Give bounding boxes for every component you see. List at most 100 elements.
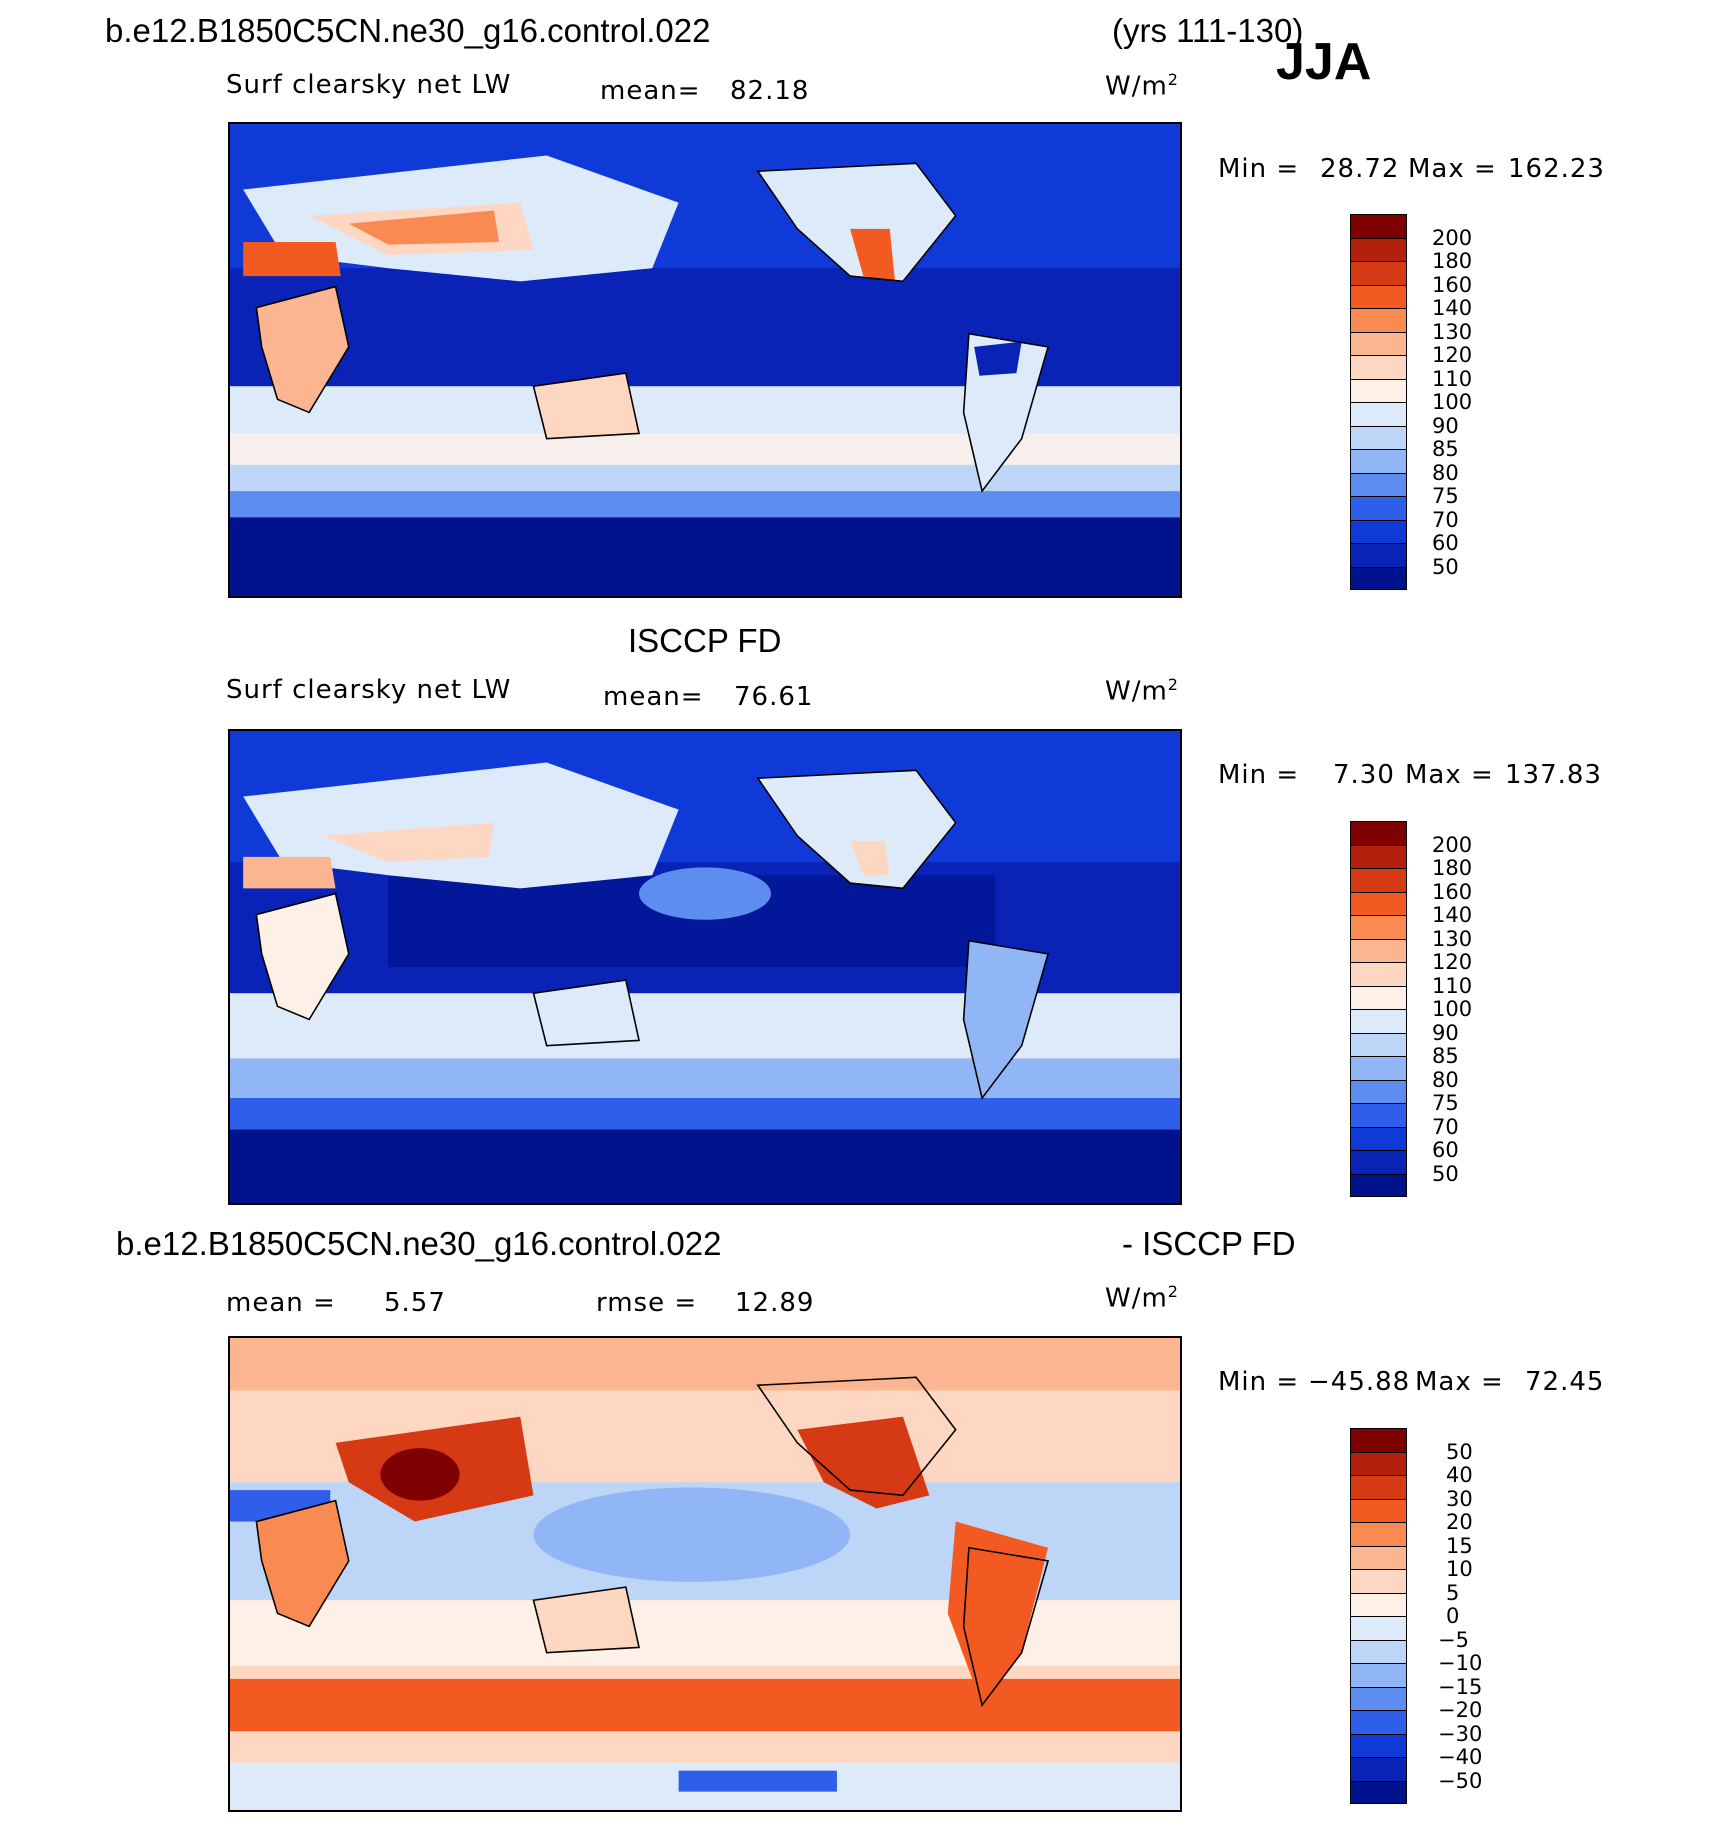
panel1-min-value: 28.72 <box>1320 154 1400 184</box>
colorbar-tick-label: −50 <box>1438 1768 1483 1793</box>
colorbar-tick-label: 180 <box>1432 856 1473 880</box>
panel1-max-value: 162.23 <box>1508 154 1605 184</box>
colorbar-tick-label: 0 <box>1446 1604 1460 1628</box>
colorbar-segment <box>1350 1686 1407 1710</box>
colorbar-tick-label: 50 <box>1446 1439 1473 1464</box>
panel3-max-label: Max = <box>1415 1367 1504 1397</box>
panel2-map <box>228 729 1182 1205</box>
panel1-map <box>228 122 1182 598</box>
colorbar-tick-label: 5 <box>1446 1580 1460 1605</box>
colorbar-segment <box>1350 1545 1407 1569</box>
colorbar-tick-label: 60 <box>1432 531 1459 555</box>
colorbar-segment <box>1350 308 1407 332</box>
colorbar-segment <box>1350 1522 1407 1546</box>
colorbar-segment <box>1350 1780 1407 1804</box>
colorbar-tick-label: 80 <box>1432 460 1459 485</box>
colorbar-tick-label: 10 <box>1446 1557 1473 1581</box>
colorbar-tick-label: 30 <box>1446 1486 1473 1511</box>
colorbar-tick-label: 60 <box>1432 1138 1459 1162</box>
colorbar-tick-label: −10 <box>1438 1651 1483 1675</box>
panel1-max-label: Max = <box>1408 154 1497 184</box>
colorbar-tick-label: 100 <box>1432 997 1473 1021</box>
panel2-mean-label: mean= <box>603 682 704 712</box>
colorbar-tick-label: 100 <box>1432 390 1473 414</box>
colorbar-tick-label: 140 <box>1432 903 1473 927</box>
colorbar-segment <box>1350 1428 1407 1452</box>
panel3-rmse-label: rmse = <box>596 1288 698 1318</box>
panel1-variable: Surf clearsky net LW <box>226 70 512 100</box>
panel2-subtitle: ISCCP FD <box>628 622 782 659</box>
colorbar-segment <box>1350 915 1407 939</box>
colorbar-segment <box>1350 1733 1407 1757</box>
panel1-map-field <box>230 124 1180 596</box>
panel2-colorbar: 200 180 160 140 130 120 110 100 90 85 80 75 70 60 50 <box>1350 821 1472 1197</box>
colorbar-segment <box>1350 1639 1407 1663</box>
colorbar-segment <box>1350 1079 1407 1103</box>
colorbar-tick-label: 90 <box>1432 1020 1459 1045</box>
colorbar-tick-label: 50 <box>1432 1161 1459 1186</box>
colorbar-segment <box>1350 1616 1407 1640</box>
colorbar-segment <box>1350 1451 1407 1475</box>
colorbar-segment <box>1350 214 1407 238</box>
colorbar-segment <box>1350 355 1407 379</box>
colorbar-segment <box>1350 1592 1407 1616</box>
colorbar-frame <box>1350 214 1407 590</box>
panel3-colorbar: 50 40 30 20 15 10 5 0 −5 −10 −15 −20 −30 −40 −50 <box>1350 1428 1482 1804</box>
colorbar-tick-label: 130 <box>1432 926 1473 951</box>
colorbar-segment <box>1350 543 1407 567</box>
colorbar-segment <box>1350 844 1407 868</box>
colorbar-tick-label: 85 <box>1432 1044 1459 1068</box>
colorbar-segment <box>1350 331 1407 355</box>
colorbar-segment <box>1350 821 1407 845</box>
case-title: b.e12.B1850C5CN.ne30_g16.control.022 <box>105 12 711 49</box>
panel3-min-value: −45.88 <box>1308 1367 1411 1397</box>
colorbar-tick-label: 90 <box>1432 413 1459 438</box>
panel3-mean-value: 5.57 <box>384 1288 446 1318</box>
panel2-units: W/m2 <box>1105 675 1179 707</box>
colorbar-segment <box>1350 1173 1407 1197</box>
colorbar-tick-label: 70 <box>1432 1114 1459 1139</box>
colorbar-segment <box>1350 449 1407 473</box>
colorbar-frame <box>1350 821 1407 1197</box>
colorbar-tick-label: 20 <box>1446 1510 1473 1534</box>
colorbar-tick-label: 120 <box>1432 343 1473 367</box>
colorbar-frame <box>1350 1428 1407 1804</box>
colorbar-tick-label: 75 <box>1432 484 1459 508</box>
colorbar-segment <box>1350 1032 1407 1056</box>
colorbar-segment <box>1350 519 1407 543</box>
years-label: (yrs 111-130) <box>1112 12 1304 49</box>
colorbar-segment <box>1350 566 1407 590</box>
panel1-min-label: Min = <box>1218 154 1300 184</box>
colorbar-tick-label: 80 <box>1432 1067 1459 1092</box>
colorbar-segment <box>1350 1103 1407 1127</box>
colorbar-segment <box>1350 284 1407 308</box>
panel2-min-label: Min = <box>1218 760 1300 790</box>
colorbar-tick-label: −20 <box>1438 1698 1483 1722</box>
panel3-max-value: 72.45 <box>1525 1367 1605 1397</box>
panel2-min-value: 7.30 <box>1333 760 1395 790</box>
colorbar-tick-label: 70 <box>1432 507 1459 532</box>
colorbar-segment <box>1350 938 1407 962</box>
panel3-mean-label: mean = <box>226 1288 336 1318</box>
colorbar-segment <box>1350 868 1407 892</box>
colorbar-segment <box>1350 891 1407 915</box>
colorbar-tick-label: 110 <box>1432 366 1473 391</box>
colorbar-segment <box>1350 962 1407 986</box>
panel2-variable: Surf clearsky net LW <box>226 675 512 705</box>
colorbar-segment <box>1350 378 1407 402</box>
colorbar-tick-label: −30 <box>1438 1721 1483 1746</box>
colorbar-tick-label: −5 <box>1438 1627 1469 1652</box>
colorbar-tick-label: 110 <box>1432 973 1473 998</box>
colorbar-tick-label: 75 <box>1432 1091 1459 1115</box>
colorbar-tick-label: 140 <box>1432 296 1473 320</box>
panel2-mean-value: 76.61 <box>734 682 814 712</box>
colorbar-segment <box>1350 1710 1407 1734</box>
colorbar-segment <box>1350 1126 1407 1150</box>
panel3-units: W/m2 <box>1105 1282 1179 1314</box>
colorbar-tick-label: 200 <box>1432 225 1473 250</box>
colorbar-tick-label: −40 <box>1438 1745 1483 1769</box>
colorbar-segment <box>1350 1475 1407 1499</box>
colorbar-tick-label: 180 <box>1432 249 1473 273</box>
colorbar-tick-label: 15 <box>1446 1533 1473 1558</box>
colorbar-tick-label: 160 <box>1432 879 1473 904</box>
